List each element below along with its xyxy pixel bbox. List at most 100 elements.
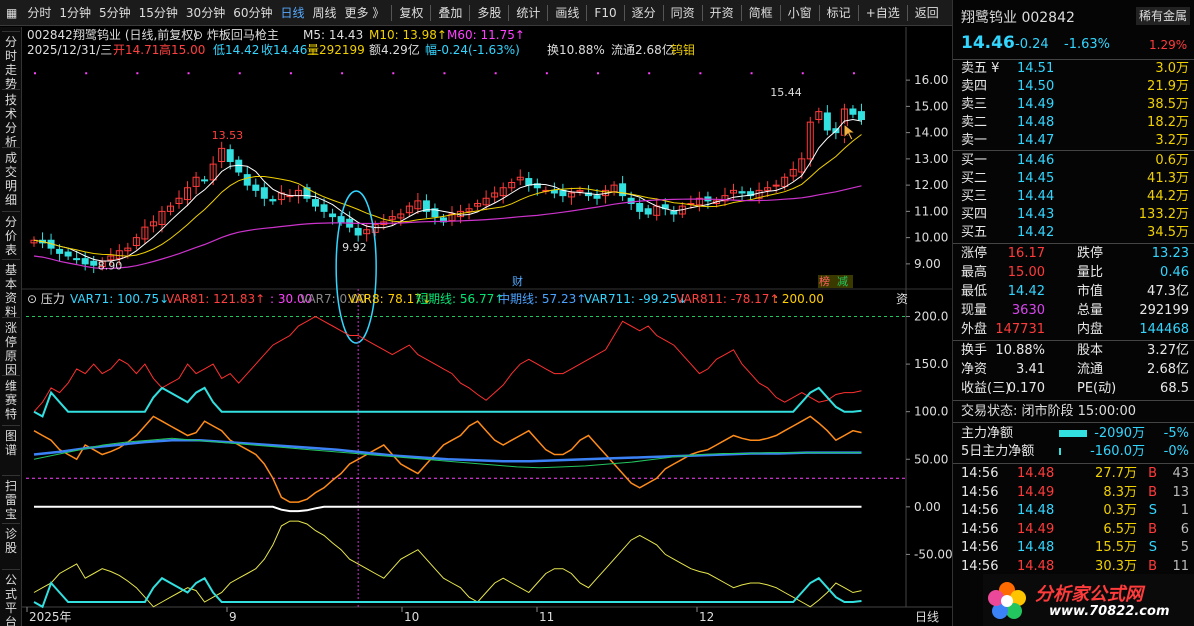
tool-button-13[interactable]: 返回: [914, 5, 939, 20]
sidebar-item-5[interactable]: 涨停原因: [4, 321, 17, 377]
bid-volume: 0.6万: [1155, 153, 1189, 168]
sidebar-item-8[interactable]: 扫雷宝: [4, 479, 17, 521]
tool-button-10[interactable]: 小窗: [787, 5, 812, 20]
bid-row: 买二 14.45 41.3万: [953, 170, 1194, 188]
ma60-line: [33, 185, 862, 270]
bid-row: 买三 14.44 44.2万: [953, 188, 1194, 206]
sidebar-item-7[interactable]: 图谱: [4, 429, 17, 457]
grid-icon[interactable]: ▦: [6, 5, 18, 20]
tick-row: 14:56 14.48 0.3万 S 1: [953, 502, 1194, 520]
info-text-0: 002842: [27, 28, 73, 42]
period-tab-1[interactable]: 1分钟: [59, 5, 91, 20]
stat-label: 量比: [1077, 265, 1104, 280]
period-tab-5[interactable]: 60分钟: [233, 5, 273, 20]
candle-body: [764, 187, 772, 191]
tool-button-3[interactable]: 统计: [516, 5, 541, 20]
kline-chart-svg[interactable]: 002842 翔鹭钨业 (日线,前复权)⊙ 炸板回马枪主 M5: 14.43 M10:…: [22, 27, 953, 626]
candle-body: [422, 200, 430, 212]
candle-body: [405, 205, 413, 214]
tick-volume: 8.3万: [1103, 484, 1137, 500]
signal-marker: [750, 72, 753, 75]
tool-button-8[interactable]: 开资: [709, 5, 734, 20]
ask-label: 卖二: [961, 115, 988, 130]
divider: [953, 463, 1194, 464]
x-label: 10: [404, 610, 419, 624]
candle-body: [695, 197, 703, 206]
candle-body: [312, 199, 320, 207]
bid-volume: 44.2万: [1147, 189, 1189, 204]
sidebar-item-4[interactable]: 基本资料: [4, 263, 17, 319]
sidebar-item-6[interactable]: 维赛特: [4, 379, 17, 421]
period-tab-6[interactable]: 日线: [280, 5, 305, 20]
left-sidebar: 分时走势技术分析成交明细分价表基本资料涨停原因维赛特图谱扫雷宝诊股公式平台: [0, 27, 22, 626]
tool-button-0[interactable]: 复权: [399, 5, 424, 20]
period-tab-0[interactable]: 分时: [27, 5, 52, 20]
toolbar-separator: [779, 4, 781, 21]
price-row: 14.46 -0.24 -1.63% 1.29%: [953, 34, 1194, 56]
sidebar-item-0[interactable]: 分时走势: [4, 35, 17, 91]
annotation-high2: 15.44: [770, 86, 802, 99]
sidebar-item-9[interactable]: 诊股: [4, 527, 17, 555]
watermark-text: 分析家公式网: [1035, 584, 1143, 605]
sector-tag[interactable]: 稀有金属: [1136, 7, 1191, 25]
toolbar-separator: [857, 4, 859, 21]
signal-marker: [494, 72, 497, 75]
stat-value: 3.41: [1016, 362, 1045, 377]
toolbar-separator: [623, 4, 625, 21]
period-tab-3[interactable]: 15分钟: [138, 5, 178, 20]
candle-body: [670, 210, 678, 215]
mid-term-line: [33, 438, 862, 463]
tool-button-12[interactable]: +自选: [865, 5, 900, 20]
candle-body: [388, 216, 396, 220]
period-tab-4[interactable]: 30分钟: [185, 5, 226, 20]
var8-line: [33, 415, 862, 503]
signal-marker: [392, 72, 395, 75]
price-tick-label: 12.00: [914, 178, 948, 192]
candle-body: [166, 205, 174, 212]
price-tick-label: 15.00: [914, 99, 948, 113]
tick-price: 14.48: [1017, 466, 1055, 481]
tool-button-7[interactable]: 同资: [670, 5, 695, 20]
tick-price: 14.49: [1017, 521, 1055, 537]
bid-label: 买一: [961, 153, 988, 168]
ask-volume: 3.0万: [1155, 61, 1189, 76]
tool-button-11[interactable]: 标记: [826, 5, 851, 20]
period-tab-2[interactable]: 5分钟: [99, 5, 131, 20]
flow-pct: -5%: [1163, 426, 1189, 441]
candle-body: [115, 250, 123, 260]
candle-body: [823, 112, 831, 131]
price-change: -0.24: [1015, 37, 1049, 52]
watermark-logo: 分析家公式网 www.70822.com: [983, 574, 1194, 626]
candle-body: [525, 178, 533, 186]
divider: [953, 340, 1194, 341]
tick-direction: S: [1148, 540, 1157, 555]
sidebar-item-1[interactable]: 技术分析: [4, 93, 17, 149]
candle-body: [636, 203, 644, 212]
price-info-2: 高15.00: [159, 42, 205, 57]
tool-button-2[interactable]: 多股: [477, 5, 502, 20]
tool-button-6[interactable]: 逐分: [631, 5, 656, 20]
candle-body: [482, 197, 490, 206]
tool-button-1[interactable]: 叠加: [438, 5, 463, 20]
last-price: 14.46: [961, 33, 1015, 53]
sidebar-divider: [2, 89, 20, 90]
candle-body: [218, 147, 226, 162]
sidebar-item-3[interactable]: 分价表: [4, 215, 17, 257]
sidebar-item-2[interactable]: 成交明细: [4, 151, 17, 207]
candle-body: [550, 189, 558, 194]
tool-button-5[interactable]: F10: [594, 5, 617, 20]
tool-button-9[interactable]: 简框: [748, 5, 773, 20]
ask-row: 卖五 ¥ 14.51 3.0万: [953, 60, 1194, 78]
annotation-high1: 13.53: [212, 129, 244, 142]
trading-status: 交易状态: 闭市阶段 15:00:00: [953, 403, 1194, 421]
price-info-10: 钨钼: [671, 42, 695, 57]
sidebar-item-10[interactable]: 公式平台: [4, 573, 17, 626]
stats-row: 现量 3630 总量 292199: [953, 302, 1194, 320]
period-tab-7[interactable]: 周线: [312, 5, 337, 20]
stat-label: 最高: [961, 265, 988, 280]
tool-button-4[interactable]: 画线: [555, 5, 580, 20]
chart-area[interactable]: 002842 翔鹭钨业 (日线,前复权) ⊙ 炸板回马枪主 M5: 14.43 M10:…: [22, 27, 953, 626]
stat-label: 市值: [1077, 284, 1104, 299]
period-tab-8[interactable]: 更多 》: [344, 5, 385, 20]
var7-line: [34, 505, 862, 513]
